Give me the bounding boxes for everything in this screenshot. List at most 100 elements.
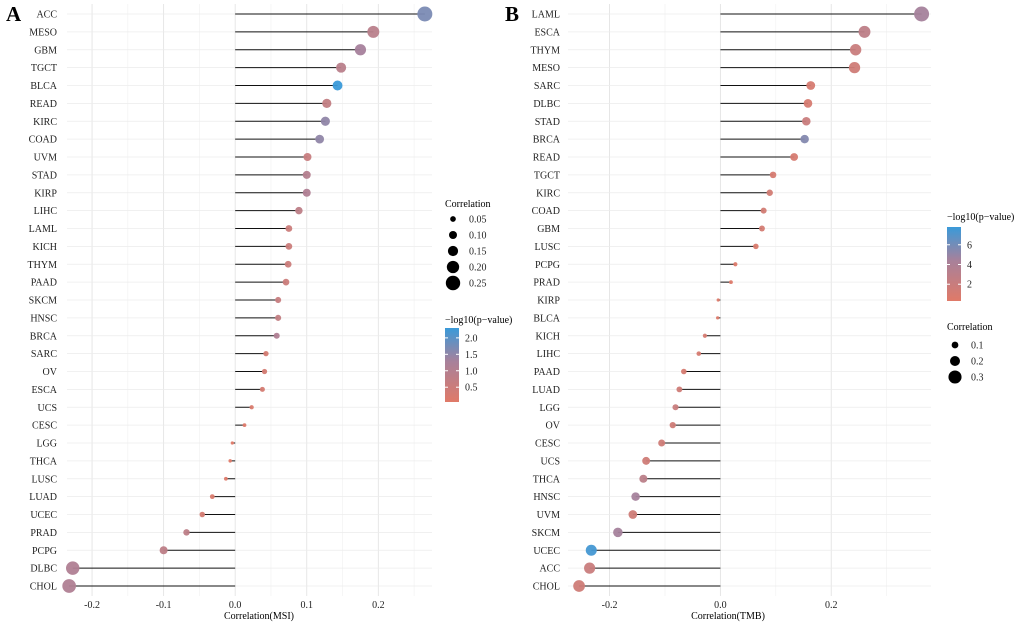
pa-point-ov [261, 368, 268, 375]
pb-category-label: HNSC [533, 492, 560, 503]
pa-category-label: PAAD [31, 278, 57, 289]
pa-size-legend-label: 0.10 [469, 231, 487, 242]
pb-point-lusc [753, 243, 759, 250]
pb-point-lgg [672, 404, 679, 411]
pa-category-label: CHOL [30, 582, 57, 593]
pa-colorbar-label: 1.0 [465, 366, 478, 377]
panel-b: B LAML ESCA THYM MESO SARC DLBC STAD BRCA READ TG… [505, 2, 1014, 622]
pa-category-label: MESO [29, 27, 57, 38]
pa-point-prad [183, 529, 190, 536]
pb-category-label: KIRP [537, 296, 560, 307]
pb-point-prad [729, 280, 733, 285]
pb-point-ov [669, 421, 676, 429]
pb-point-dlbc [803, 99, 813, 108]
pb-category-label: LAML [532, 10, 560, 21]
pa-point-acc [417, 6, 433, 22]
pa-colorbar-label: 2.0 [465, 333, 478, 344]
pb-size-legend-key [951, 341, 959, 349]
pb-category-label: SARC [534, 81, 560, 92]
pb-point-brca [800, 134, 809, 144]
pb-category-label: STAD [535, 117, 560, 128]
pa-category-label: SKCM [29, 296, 57, 307]
pa-category-label: LAML [29, 224, 57, 235]
panel-a-stems [69, 13, 425, 587]
pb-category-label: SKCM [532, 528, 560, 539]
pa-size-legend-label: 0.25 [469, 279, 487, 290]
pa-category-label: UVM [34, 153, 57, 164]
pa-x-tick-label: 0.2 [372, 600, 385, 611]
pa-colorbar-label: 0.5 [465, 383, 478, 394]
pb-x-tick-label: 0.0 [714, 600, 727, 611]
pb-category-label: KICH [536, 331, 560, 342]
pa-point-kirc [320, 116, 330, 126]
pb-category-label: ESCA [534, 27, 560, 38]
pa-category-label: THYM [28, 260, 58, 271]
pa-size-legend-key [446, 260, 460, 274]
pa-point-lusc [223, 476, 228, 481]
pb-category-label: READ [533, 153, 560, 164]
pa-point-meso [367, 25, 380, 38]
pb-point-coad [760, 207, 767, 214]
pb-category-label: CESC [535, 439, 560, 450]
pa-size-legend-label: 0.05 [469, 215, 487, 226]
pa-category-label: CESC [32, 421, 57, 432]
pa-point-kirp [302, 188, 311, 197]
pa-point-pcpg [159, 546, 168, 555]
pa-category-label: DLBC [30, 564, 57, 575]
pb-size-legend-label: 0.2 [971, 357, 984, 368]
pb-category-label: LIHC [537, 349, 561, 360]
pb-point-kirp [716, 298, 720, 302]
pb-category-label: DLBC [533, 99, 560, 110]
pb-point-thym [849, 44, 862, 56]
pa-category-label: STAD [32, 170, 57, 181]
pa-point-cesc [242, 423, 247, 428]
pa-category-label: READ [30, 99, 57, 110]
pa-category-label: KICH [33, 242, 57, 253]
panel-a-size-legend: Correlation 0.05 0.10 0.15 0.20 0.25 [445, 199, 491, 291]
pa-category-label: HNSC [30, 313, 57, 324]
pa-category-label: LUAD [29, 492, 57, 503]
pb-category-label: COAD [532, 206, 560, 217]
pb-category-label: LUSC [534, 242, 560, 253]
pb-size-legend-key [948, 370, 962, 384]
pb-point-ucec [585, 544, 597, 556]
panel-a: A ACC MESO GBM TGCT BLCA READ KIRC COAD UVM STAD K… [6, 2, 512, 622]
panel-b-size-legend: Correlation 0.1 0.2 0.3 [947, 322, 993, 384]
pa-category-label: OV [43, 367, 58, 378]
pb-point-hnsc [631, 492, 640, 501]
pb-category-label: UCS [541, 456, 560, 467]
pa-category-label: SARC [31, 349, 57, 360]
pb-colorbar-label: 4 [967, 260, 972, 271]
pb-point-sarc [806, 81, 816, 90]
pa-point-thym [284, 260, 292, 268]
panel-b-x-ticks: -0.2 0.0 0.2 [602, 600, 838, 611]
pb-category-label: THCA [533, 474, 561, 485]
panel-a-x-ticks: -0.2 -0.1 0.0 0.1 0.2 [84, 600, 384, 611]
pb-category-label: ACC [539, 564, 560, 575]
pa-point-tgct [336, 62, 347, 73]
pb-category-label: PCPG [535, 260, 560, 271]
pb-category-label: THYM [531, 45, 561, 56]
pb-category-label: BLCA [533, 313, 560, 324]
pb-point-read [790, 153, 799, 161]
panel-a-size-legend-title: Correlation [445, 199, 491, 210]
pb-category-label: UCEC [533, 546, 560, 557]
panel-b-label: B [505, 2, 519, 26]
pa-colorbar-label: 1.5 [465, 350, 478, 361]
pa-x-tick-label: 0.0 [229, 600, 242, 611]
pb-point-uvm [628, 510, 638, 519]
panel-a-color-legend-title: −log10(p−value) [445, 315, 512, 326]
pa-point-laml [285, 225, 293, 232]
pa-category-label: BRCA [30, 331, 58, 342]
pa-size-legend-key [445, 275, 461, 291]
panel-a-x-axis-title: Correlation(MSI) [224, 611, 294, 622]
pb-category-label: UVM [537, 510, 560, 521]
panel-a-points [62, 6, 433, 593]
pa-size-legend-key [450, 216, 456, 222]
pa-point-esca [259, 386, 265, 392]
pb-category-label: PRAD [533, 278, 560, 289]
pa-category-label: PCPG [32, 546, 57, 557]
pa-point-skcm [275, 296, 282, 304]
pa-category-label: BLCA [30, 81, 57, 92]
